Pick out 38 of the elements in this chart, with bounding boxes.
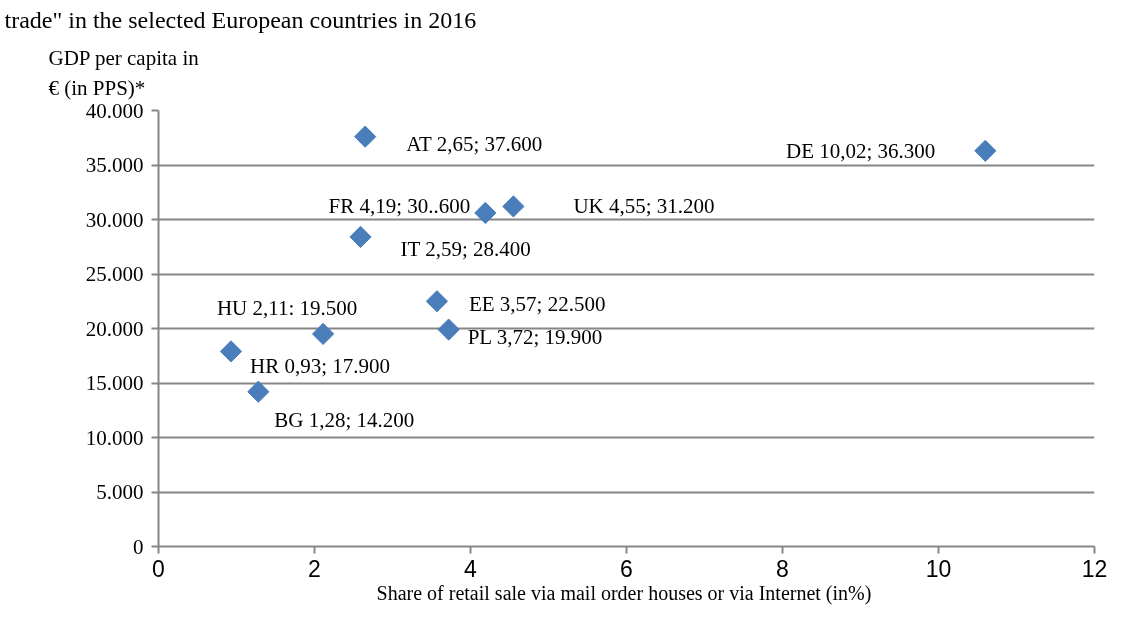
x-tick-label: 6	[620, 555, 633, 582]
x-tick-label: 4	[464, 555, 478, 582]
annotation: BG 1,28; 14.200	[274, 407, 415, 432]
point	[437, 318, 460, 341]
point	[974, 139, 997, 162]
chart-title: trade" in the selected European countries in 2016	[4, 6, 477, 33]
annotation: HR 0,93; 17.900	[250, 354, 391, 379]
y-tick-label: 25.000	[85, 262, 144, 286]
annotation: EE 3,57; 22.500	[468, 292, 606, 317]
y-tick-label: 0	[133, 534, 144, 559]
y-tick-label: 30.000	[85, 207, 144, 232]
point	[247, 380, 270, 403]
annotation: UK 4,55; 31.200	[573, 194, 715, 219]
annotation: IT 2,59; 28.400	[400, 236, 531, 261]
x-tick-label: 0	[152, 555, 165, 582]
y-tick-label: 20.000	[85, 316, 144, 341]
x-tick-label: 8	[776, 555, 789, 582]
point	[474, 201, 497, 225]
annotation: FR 4,19; 30..600	[328, 193, 471, 218]
point	[425, 290, 449, 313]
annotation: PL 3,72; 19.900	[467, 324, 603, 349]
annotation: DE 10,02; 36.300	[785, 138, 936, 163]
point	[219, 340, 243, 363]
point	[354, 125, 377, 148]
point	[502, 195, 525, 218]
annotation: HU 2,11: 19.500	[216, 295, 358, 320]
annotation: AT 2,65; 37.600	[406, 131, 543, 156]
x-tick-label: 2	[308, 555, 321, 582]
y-tick-label: 5.000	[96, 480, 144, 504]
x-tick-label: 12	[1081, 555, 1108, 582]
point	[311, 322, 335, 346]
x-axis-title: Share of retail sale via mail order houses or via Internet (in%)	[376, 581, 872, 605]
y-tick-label: 10.000	[85, 425, 144, 450]
point	[349, 225, 372, 249]
x-tick-label: 10	[925, 555, 952, 582]
y-tick-label: 15.000	[85, 371, 144, 395]
y-axis-title: GDP per capita in € (in PPS)*	[48, 45, 200, 100]
y-tick-label: 35.000	[85, 153, 144, 177]
